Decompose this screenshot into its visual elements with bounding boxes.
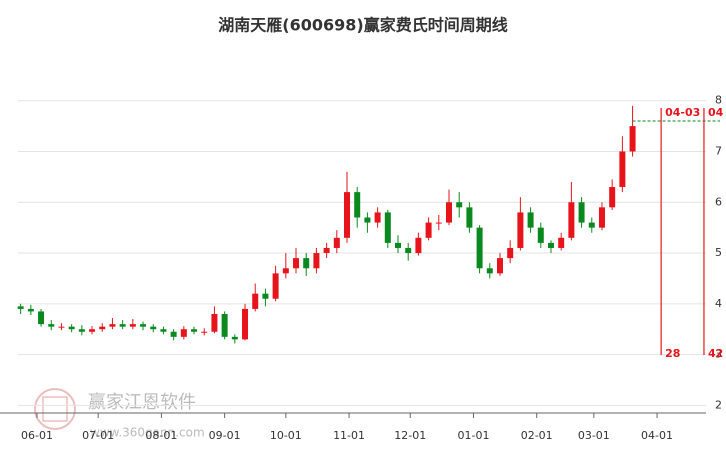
candle-body [333,237,340,248]
candle-body [405,247,412,254]
x-tick-label: 12-01 [394,429,426,442]
candle-body [129,324,136,327]
candle-body [619,151,626,188]
candle-body [415,237,422,254]
chart-title: 湖南天雁(600698)赢家费氏时间周期线 [218,16,507,35]
candle-body [140,324,147,327]
candle-body [282,268,289,274]
candle-body [476,227,483,269]
candle-body [558,237,565,248]
candle-body [354,192,361,218]
candle-body [38,311,45,325]
x-tick-label: 07-01 [82,429,114,442]
candle-body [547,242,554,248]
candle-body [109,324,116,327]
y-tick-label: 3 [715,348,722,361]
candle-body [445,202,452,223]
candle-body [313,253,320,269]
candle-body [119,324,126,327]
candle-body [364,217,371,223]
candle-body [344,192,351,238]
candle-body [221,313,228,337]
candle-body [150,326,157,330]
x-tick-label: 10-01 [270,429,302,442]
candle-body [588,222,595,228]
candle-body [58,326,65,328]
candle-body [598,207,605,228]
y-tick-label: 5 [715,246,722,259]
x-tick-label: 01-01 [457,429,489,442]
candle-body [211,313,218,332]
candle-body [170,331,177,337]
candle-body [609,187,616,208]
y-tick-label: 6 [715,195,722,208]
candle-body [568,202,575,238]
cycle-top-label: 04-03 [665,106,700,119]
candle-body [48,324,55,327]
candle-body [293,258,300,269]
candle-body [517,212,524,248]
y-tick-label: 8 [715,94,722,107]
candle-body [242,308,249,340]
candle-body [578,202,585,223]
x-tick-label: 08-01 [145,429,177,442]
candle-body [527,212,534,228]
candle-body [180,329,187,337]
candle-body [496,258,503,274]
x-tick-label: 02-01 [521,429,553,442]
candle-body [191,329,198,332]
y-tick-label: 2 [715,398,722,411]
watermark: 赢家江恩软件 [88,391,196,413]
candle-body [374,212,381,223]
candle-body [425,222,432,238]
candle-body [262,293,269,299]
candle-body [629,126,636,152]
candle-body [78,329,85,332]
watermark-logo [34,388,76,430]
candle-body [303,258,310,269]
candle-body [68,326,75,330]
candle-body [272,273,279,299]
x-tick-label: 06-01 [21,429,53,442]
candle-body [435,222,442,224]
candle-body [252,293,259,309]
candle-body [384,212,391,243]
cycle-top-label: 04 [708,106,724,119]
candle-body [323,247,330,254]
x-tick-label: 03-01 [578,429,610,442]
candle-body [456,202,463,208]
candle-body [395,242,402,248]
x-tick-label: 11-01 [333,429,365,442]
y-tick-label: 7 [715,144,722,157]
candle-body [89,329,96,332]
x-tick-label: 09-01 [209,429,241,442]
watermark-url: www.360gann.com [90,426,205,440]
y-tick-label: 4 [715,297,722,310]
candle-body [17,306,24,309]
cycle-bottom-label: 42 [708,347,723,360]
candle-body [201,331,208,333]
candle-body [507,247,514,259]
candle-body [27,308,34,312]
cycle-bottom-label: 28 [665,347,680,360]
candle-body [160,329,167,332]
candle-body [486,268,493,274]
candle-body [99,326,106,330]
x-tick-label: 04-01 [641,429,673,442]
candle-body [537,227,544,243]
candle-body [466,207,473,228]
candle-body [231,336,238,340]
